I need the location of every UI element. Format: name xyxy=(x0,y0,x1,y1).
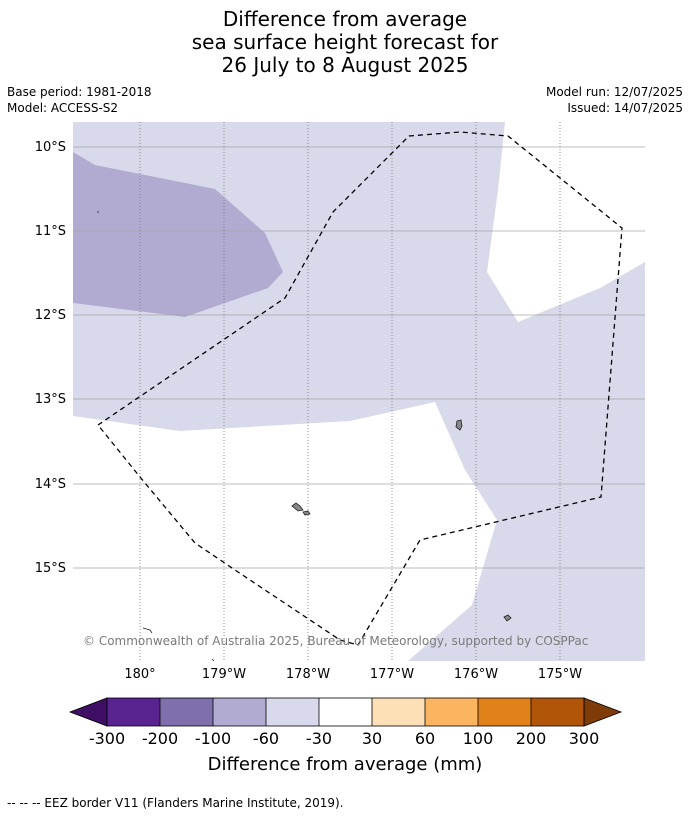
colorbar-segment xyxy=(266,698,319,726)
colorbar: -300 -200 -100 -60 -30 30 60 100 200 300… xyxy=(68,697,623,775)
colorbar-segment xyxy=(425,698,478,726)
lon-label: 179°W xyxy=(202,667,246,682)
colorbar-tick: -30 xyxy=(306,729,332,748)
lat-label: 12°S xyxy=(35,308,66,323)
colorbar-tick: 60 xyxy=(415,729,435,748)
longitude-labels: 180° 179°W 178°W 177°W 176°W 175°W xyxy=(124,667,582,682)
island-wallis xyxy=(455,419,463,431)
eez-border xyxy=(97,131,623,646)
colorbar-extend-high xyxy=(583,697,623,727)
copyright-notice: © Commonwealth of Australia 2025, Bureau… xyxy=(83,634,588,648)
base-period: Base period: 1981-2018 xyxy=(7,85,152,99)
latitude-labels: 10°S 11°S 12°S 13°S 14°S 15°S xyxy=(35,140,66,576)
islands xyxy=(142,419,512,661)
lat-label: 11°S xyxy=(35,224,66,239)
colorbar-segment xyxy=(319,698,372,726)
map-area: © Commonwealth of Australia 2025, Bureau… xyxy=(73,122,645,661)
island-futuna xyxy=(291,502,304,512)
island-alofi xyxy=(302,510,311,516)
colorbar-extend-low xyxy=(68,697,108,727)
colorbar-tick: 30 xyxy=(362,729,382,748)
small-dark-cell xyxy=(96,210,100,214)
colorbar-tick: 100 xyxy=(463,729,494,748)
colorbar-tick: -100 xyxy=(195,729,231,748)
colorbar-tick: 200 xyxy=(516,729,547,748)
lat-label: 14°S xyxy=(35,477,66,492)
colorbar-tick: -60 xyxy=(253,729,279,748)
colorbar-tick: 300 xyxy=(569,729,600,748)
lon-label: 177°W xyxy=(370,667,414,682)
colorbar-tick: -200 xyxy=(142,729,178,748)
colorbar-segment xyxy=(107,698,160,726)
lon-label: 176°W xyxy=(454,667,498,682)
island-small-southwest xyxy=(142,627,153,634)
meta-left: Base period: 1981-2018 Model: ACCESS-S2 xyxy=(7,84,152,116)
colorbar-segment xyxy=(478,698,531,726)
colorbar-segment xyxy=(160,698,213,726)
issued-date: Issued: 14/07/2025 xyxy=(567,101,683,115)
model-name: Model: ACCESS-S2 xyxy=(7,101,119,115)
chart-title: Difference from average sea surface heig… xyxy=(0,8,690,77)
title-line-3: 26 July to 8 August 2025 xyxy=(221,53,469,77)
meta-right: Model run: 12/07/2025 Issued: 14/07/2025 xyxy=(546,84,683,116)
colorbar-segment xyxy=(213,698,266,726)
neutral-region-northeast xyxy=(487,122,645,322)
latitude-gridlines xyxy=(73,146,645,569)
lon-label: 178°W xyxy=(286,667,330,682)
anomaly-region-dark xyxy=(73,152,283,317)
colorbar-tick: -300 xyxy=(89,729,125,748)
model-run: Model run: 12/07/2025 xyxy=(545,85,683,99)
lon-label: 180° xyxy=(124,667,155,682)
island-small-southeast xyxy=(503,614,512,622)
eez-footnote: -- -- -- EEZ border V11 (Flanders Marine… xyxy=(7,796,344,810)
colorbar-segment xyxy=(531,698,584,726)
colorbar-label: Difference from average (mm) xyxy=(208,754,483,775)
lon-label: 175°W xyxy=(538,667,582,682)
lat-label: 15°S xyxy=(35,561,66,576)
lat-label: 13°S xyxy=(35,392,66,407)
title-line-1: Difference from average xyxy=(222,7,468,31)
title-line-2: sea surface height forecast for xyxy=(191,30,499,54)
lat-label: 10°S xyxy=(35,140,66,155)
colorbar-frame xyxy=(106,697,585,727)
colorbar-segment xyxy=(372,698,425,726)
island-dot-south xyxy=(211,658,215,661)
neutral-region-southwest xyxy=(73,402,497,661)
